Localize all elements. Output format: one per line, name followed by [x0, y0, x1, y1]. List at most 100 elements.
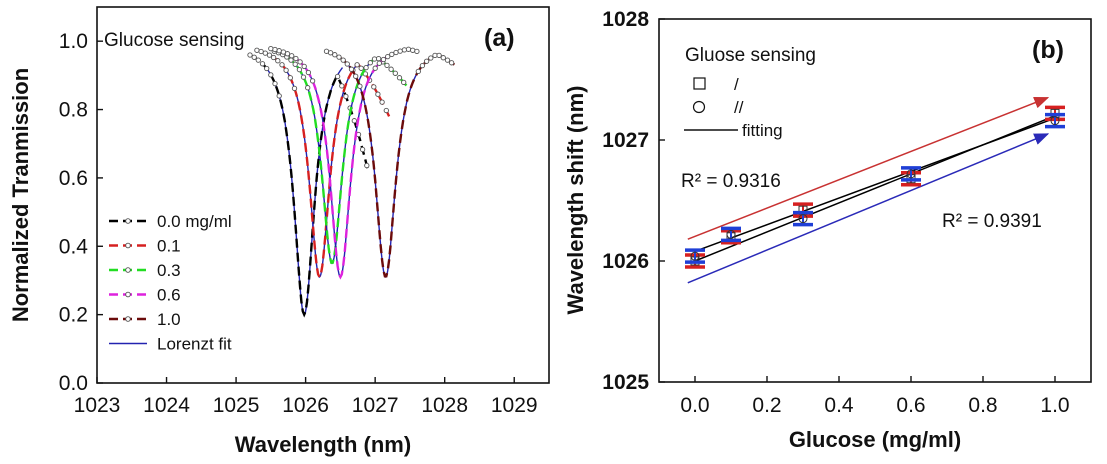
panel-a-ytick-label: 0.2: [59, 304, 88, 327]
measured-curve: [249, 53, 370, 318]
measured-point: [247, 52, 253, 58]
measured-point: [293, 55, 299, 62]
measured-point: [305, 85, 311, 91]
measured-point: [375, 91, 381, 97]
measured-point: [276, 48, 282, 54]
measured-point: [339, 83, 345, 89]
measured-point: [444, 57, 451, 63]
measured-point: [266, 52, 273, 58]
panel-a-xtick-label: 1024: [143, 394, 190, 417]
measured-point: [254, 47, 260, 53]
panel-a-annotation: Glucose sensing: [104, 30, 244, 51]
panel-a-ticks: 1023 1024 1025 1026 1027 1028 1029 0.0 0.2 0.4 0.6…: [59, 30, 538, 417]
trend-arrow: [687, 133, 1050, 284]
measured-point: [292, 61, 298, 67]
panel-a-ytick-label: 0.0: [59, 372, 88, 395]
measured-point: [354, 62, 360, 68]
panel-b-xtick-label: 1.0: [1040, 394, 1069, 417]
measured-point: [264, 65, 270, 72]
measured-point: [291, 85, 298, 92]
measured-point: [262, 50, 268, 56]
legend-marker: [125, 218, 131, 224]
measured-point: [272, 46, 278, 53]
legend-marker-square: [693, 77, 706, 90]
measured-point: [380, 56, 387, 63]
legend-label: 0.3: [157, 261, 181, 280]
panel-b-xtick-label: 0.0: [680, 394, 709, 417]
legend-label: 1.0: [157, 310, 181, 329]
panel-a-curves: [247, 45, 456, 318]
panel-b-ticks: 0.0 0.2 0.4 0.6 0.8 1.0 1025 1026 1027 1028: [602, 8, 1069, 417]
measured-point: [258, 48, 264, 55]
panel-a-ytick-label: 0.8: [59, 99, 88, 122]
legend-marker: [125, 291, 131, 298]
measured-point: [255, 57, 261, 63]
panel-b-xtick-label: 0.6: [896, 394, 925, 417]
data-point-circle: [690, 251, 700, 261]
panel-b-lines: [687, 96, 1056, 284]
measured-point: [372, 65, 378, 71]
measured-point: [288, 57, 294, 63]
measured-point: [351, 118, 357, 124]
measured-point: [385, 53, 391, 60]
measured-point: [272, 80, 278, 87]
measured-point: [343, 93, 349, 100]
measured-point: [348, 66, 355, 72]
panel-a-ytick-label: 1.0: [59, 30, 88, 53]
data-point-circle: [798, 214, 808, 224]
data-point-circle: [1050, 116, 1060, 126]
measured-point: [309, 78, 316, 84]
measured-point: [268, 72, 274, 78]
measured-point: [305, 69, 312, 76]
panel-a: 1023 1024 1025 1026 1027 1028 1029 0.0 0.2 0.4 0.6…: [8, 6, 550, 457]
measured-curve: [256, 49, 391, 280]
panel-b-annotation: Gluose sensing: [685, 45, 816, 66]
trend-arrow: [687, 96, 1050, 240]
panel-a-xtick-label: 1027: [352, 394, 399, 417]
panel-b-xtick-label: 0.4: [824, 394, 854, 417]
panel-b-ylabel: Wavelength shift (nm): [563, 86, 588, 315]
panel-a-label: (a): [484, 24, 515, 52]
measured-point: [301, 63, 307, 70]
measured-point: [289, 53, 295, 59]
legend-marker: [125, 316, 131, 322]
measured-point: [275, 58, 281, 64]
measured-point: [259, 61, 266, 67]
legend-label: //: [734, 98, 744, 117]
measured-point: [419, 62, 426, 69]
measured-point: [383, 107, 389, 114]
measured-point: [363, 64, 369, 71]
measured-point: [358, 65, 364, 71]
measured-point: [415, 68, 421, 75]
measured-point: [384, 62, 390, 69]
measured-point: [332, 52, 338, 58]
measured-point: [388, 66, 394, 72]
measured-point: [423, 58, 430, 64]
measured-point: [428, 55, 434, 61]
measured-point: [283, 67, 289, 73]
measured-point: [375, 55, 382, 62]
measured-point: [379, 99, 385, 105]
legend-label: fitting: [742, 121, 783, 140]
measured-point: [410, 47, 416, 53]
r2-label-1: R² = 0.9316: [681, 171, 781, 192]
panel-a-xtick-label: 1029: [491, 394, 538, 417]
measured-point: [389, 51, 395, 58]
measured-point: [327, 50, 334, 56]
panel-a-frame: [96, 6, 550, 384]
measured-point: [287, 75, 293, 81]
measured-point: [367, 60, 373, 66]
measured-point: [393, 49, 399, 56]
legend-label: 0.0 mg/ml: [157, 212, 232, 231]
measured-point: [270, 54, 277, 61]
measured-point: [268, 45, 274, 52]
measured-point: [364, 162, 370, 169]
measured-point: [297, 59, 303, 65]
panel-a-xtick-label: 1028: [421, 394, 468, 417]
panel-a-xtick-label: 1023: [74, 394, 121, 417]
panel-b-legend: ///fitting: [684, 75, 783, 140]
measured-point: [344, 61, 350, 67]
panel-b-ytick-label: 1028: [602, 8, 649, 31]
measured-point: [436, 52, 442, 59]
